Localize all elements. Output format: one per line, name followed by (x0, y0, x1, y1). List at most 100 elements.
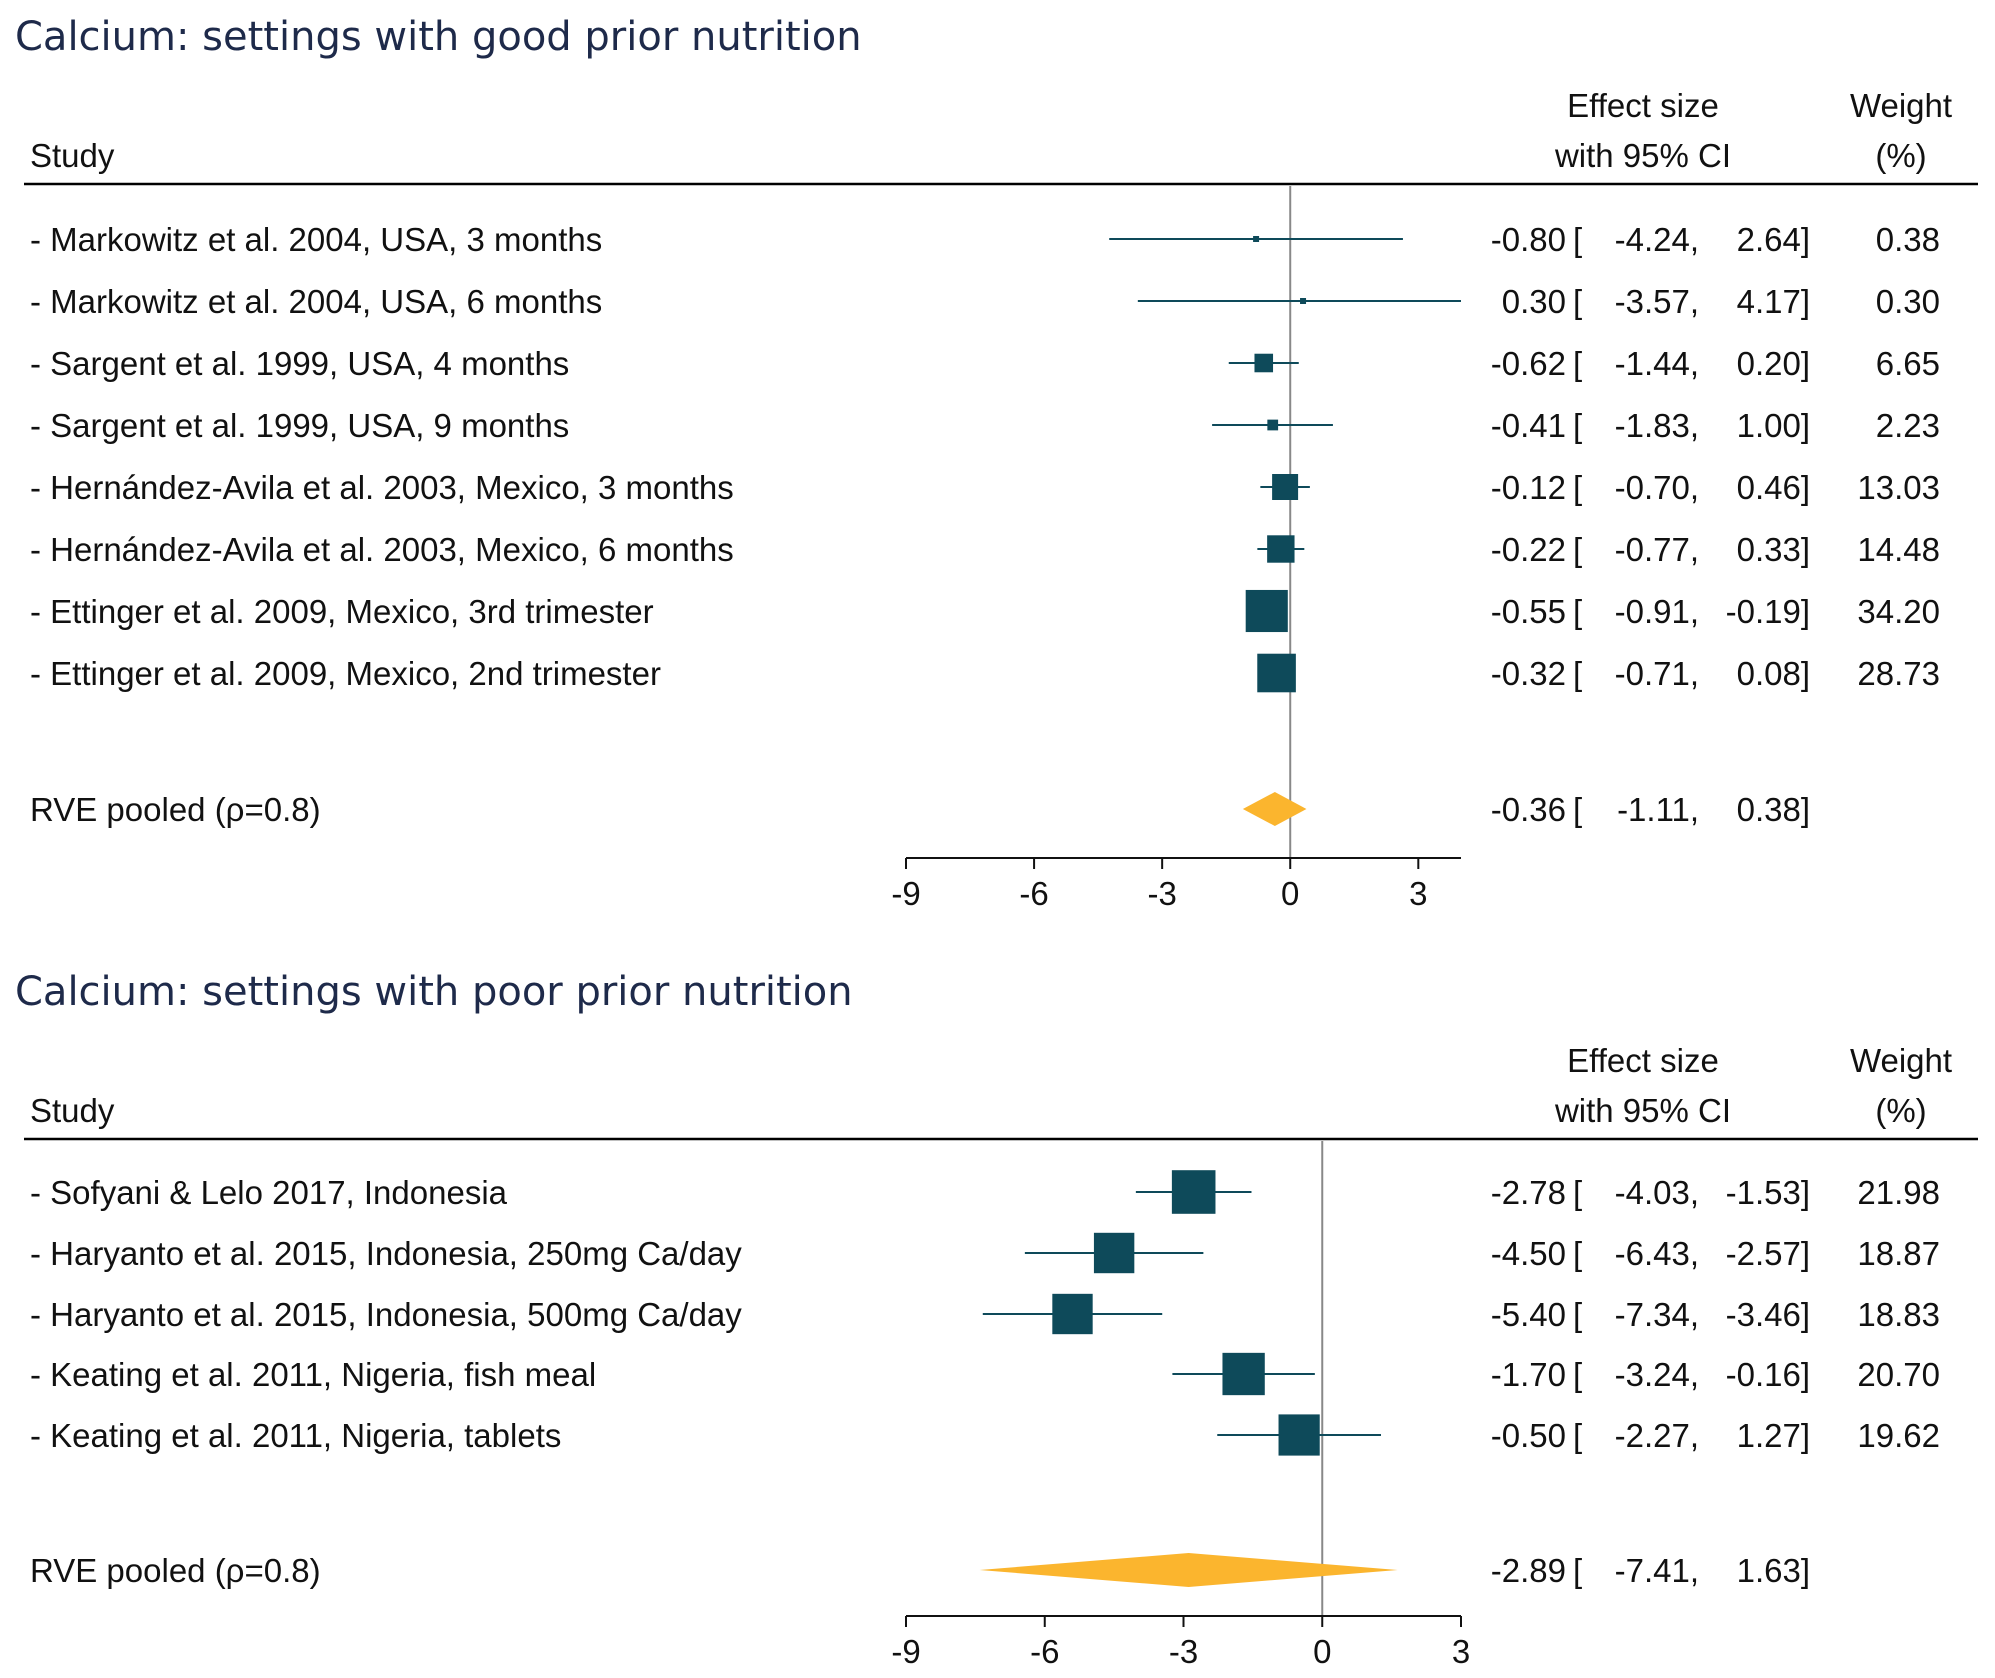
ci-lower-value: -3.57, (1615, 283, 1699, 320)
ci-lower-value: -0.77, (1615, 531, 1699, 568)
effect-marker (1253, 236, 1260, 242)
ci-lower-value: -2.27, (1615, 1417, 1699, 1454)
ci-lower-value: -0.71, (1615, 655, 1699, 692)
ci-lower-value: -6.43, (1615, 1235, 1699, 1272)
x-tick-label: 0 (1313, 1633, 1331, 1670)
effect-marker (1267, 419, 1279, 431)
x-tick-label: -6 (1019, 875, 1048, 912)
ci-open-bracket: [ (1573, 1296, 1582, 1333)
forest-panel-1: Calcium: settings with good prior nutrit… (15, 14, 1978, 912)
pooled-ci-lower: -1.11, (1617, 791, 1699, 828)
forest-panel-2: Calcium: settings with poor prior nutrit… (15, 969, 1978, 1670)
ci-upper-value: -0.16] (1726, 1356, 1810, 1393)
ci-lower-value: -1.44, (1615, 345, 1699, 382)
pooled-row: RVE pooled (ρ=0.8) -2.89[-7.41, 1.63] (30, 1552, 1810, 1589)
effect-size-header: Effect size (1567, 87, 1719, 124)
effect-size-value: -0.62 (1491, 345, 1566, 382)
panel-title: Calcium: settings with good prior nutrit… (15, 14, 862, 60)
effect-marker (1254, 353, 1274, 373)
effect-size-value: -0.12 (1491, 469, 1566, 506)
pooled-label: RVE pooled (ρ=0.8) (30, 1552, 321, 1589)
ci-open-bracket: [ (1573, 1552, 1582, 1589)
pooled-effect-value: -2.89 (1491, 1552, 1566, 1589)
effect-size-value: 0.30 (1502, 283, 1566, 320)
ci-upper-value: -1.53] (1726, 1174, 1810, 1211)
ci-open-bracket: [ (1573, 283, 1582, 320)
effect-marker (1093, 1232, 1135, 1274)
study-label: - Keating et al. 2011, Nigeria, tablets (30, 1417, 561, 1454)
study-label: - Hernández-Avila et al. 2003, Mexico, 3… (30, 469, 734, 506)
study-row: - Hernández-Avila et al. 2003, Mexico, 3… (30, 469, 1940, 506)
ci-lower-value: -1.83, (1615, 407, 1699, 444)
ci-upper-value: 0.20] (1737, 345, 1810, 382)
pooled-ci-upper: 1.63] (1737, 1552, 1810, 1589)
effect-size-header: Effect size (1567, 1042, 1719, 1079)
effect-size-value: -0.32 (1491, 655, 1566, 692)
ci-upper-value: -0.19] (1726, 593, 1810, 630)
ci-open-bracket: [ (1573, 593, 1582, 630)
effect-marker (1272, 474, 1299, 500)
weight-value: 0.38 (1876, 221, 1940, 258)
weight-value: 21.98 (1857, 1174, 1940, 1211)
ci-upper-value: 1.00] (1737, 407, 1810, 444)
study-label: - Markowitz et al. 2004, USA, 6 months (30, 283, 602, 320)
ci-upper-value: -2.57] (1726, 1235, 1810, 1272)
x-tick-label: 0 (1281, 875, 1299, 912)
effect-marker (1267, 535, 1295, 563)
weight-value: 20.70 (1857, 1356, 1940, 1393)
study-label: - Sargent et al. 1999, USA, 9 months (30, 407, 569, 444)
ci-open-bracket: [ (1573, 655, 1582, 692)
ci-upper-value: 2.64] (1737, 221, 1810, 258)
effect-marker (1171, 1170, 1216, 1214)
study-label: - Ettinger et al. 2009, Mexico, 3rd trim… (30, 593, 654, 630)
ci-open-bracket: [ (1573, 1235, 1582, 1272)
x-axis: -9 -6 -3 0 3 (891, 857, 1461, 912)
ci-open-bracket: [ (1573, 221, 1582, 258)
ci-lower-value: -4.24, (1615, 221, 1699, 258)
weight-value: 28.73 (1857, 655, 1940, 692)
study-label: - Hernández-Avila et al. 2003, Mexico, 6… (30, 531, 734, 568)
pooled-diamond (979, 1553, 1398, 1587)
x-tick-label: -3 (1169, 1633, 1198, 1670)
study-label: - Haryanto et al. 2015, Indonesia, 250mg… (30, 1235, 742, 1272)
weight-value: 13.03 (1857, 469, 1940, 506)
study-label: - Sofyani & Lelo 2017, Indonesia (30, 1174, 508, 1211)
effect-size-value: -4.50 (1491, 1235, 1566, 1272)
effect-marker (1278, 1414, 1320, 1456)
pooled-row: RVE pooled (ρ=0.8) -0.36[-1.11, 0.38] (30, 791, 1810, 828)
weight-value: 14.48 (1857, 531, 1940, 568)
ci-open-bracket: [ (1573, 345, 1582, 382)
weight-unit-header: (%) (1875, 1092, 1926, 1129)
study-label: - Sargent et al. 1999, USA, 4 months (30, 345, 569, 382)
x-tick-label: -9 (891, 1633, 920, 1670)
pooled-label: RVE pooled (ρ=0.8) (30, 791, 321, 828)
study-row: - Markowitz et al. 2004, USA, 6 months 0.… (30, 283, 1940, 320)
pooled-ci-upper: 0.38] (1737, 791, 1810, 828)
ci-upper-value: -3.46] (1726, 1296, 1810, 1333)
x-tick-label: -6 (1030, 1633, 1059, 1670)
study-header: Study (30, 1092, 115, 1129)
ci-open-bracket: [ (1573, 1417, 1582, 1454)
ci-open-bracket: [ (1573, 1174, 1582, 1211)
ci-open-bracket: [ (1573, 1356, 1582, 1393)
weight-header: Weight (1850, 1042, 1952, 1079)
weight-value: 18.83 (1857, 1296, 1940, 1333)
x-axis: -9 -6 -3 0 3 (891, 1615, 1470, 1670)
ci-upper-value: 0.46] (1737, 469, 1810, 506)
study-row: - Ettinger et al. 2009, Mexico, 3rd trim… (30, 589, 1940, 633)
effect-marker (1245, 589, 1288, 633)
study-row: - Sargent et al. 1999, USA, 9 months -0.4… (30, 407, 1940, 444)
pooled-diamond (1242, 792, 1307, 826)
x-tick-label: 3 (1409, 875, 1427, 912)
pooled-effect-value: -0.36 (1491, 791, 1566, 828)
effect-marker (1257, 653, 1296, 693)
study-row: - Markowitz et al. 2004, USA, 3 months -0… (30, 221, 1940, 258)
effect-size-value: -0.80 (1491, 221, 1566, 258)
weight-header: Weight (1850, 87, 1952, 124)
effect-size-value: -0.41 (1491, 407, 1566, 444)
ci-upper-value: 0.33] (1737, 531, 1810, 568)
study-row: - Ettinger et al. 2009, Mexico, 2nd trim… (30, 653, 1940, 693)
weight-value: 0.30 (1876, 283, 1940, 320)
weight-value: 2.23 (1876, 407, 1940, 444)
ci-open-bracket: [ (1573, 531, 1582, 568)
